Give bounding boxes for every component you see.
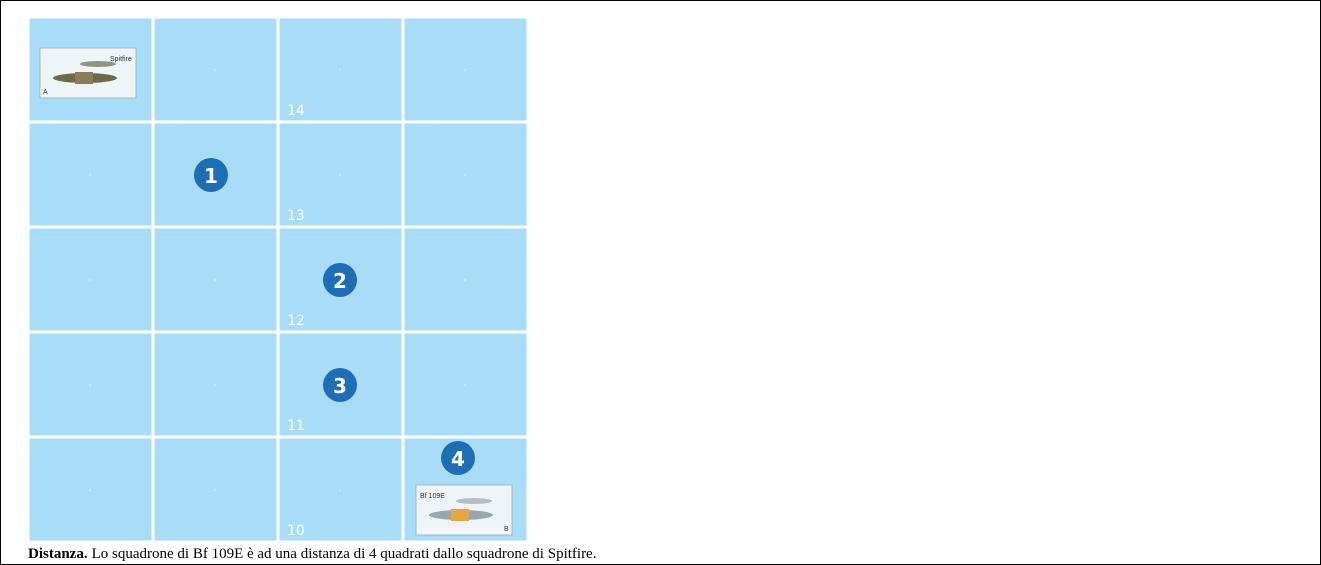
cell-dot	[214, 489, 216, 491]
cell-dot	[89, 174, 91, 176]
row-label: 12	[287, 313, 305, 329]
caption-text: Lo squadrone di Bf 109E è ad una distanz…	[91, 546, 597, 562]
caption: Distanza. Lo squadrone di Bf 109E è ad un…	[28, 546, 596, 563]
cell-dot	[89, 279, 91, 281]
counter-letter: B	[504, 526, 509, 533]
counter-letter: A	[43, 89, 48, 96]
row-label: 11	[287, 418, 305, 434]
row-label: 10	[287, 523, 305, 539]
cell-dot	[339, 69, 341, 71]
plane-second	[80, 61, 116, 67]
cell-dot	[339, 489, 341, 491]
cell-dot	[89, 384, 91, 386]
cell-dot	[464, 174, 466, 176]
cell-dot	[464, 69, 466, 71]
step-number: 2	[333, 269, 347, 293]
cell-dot	[464, 384, 466, 386]
step-number: 4	[451, 447, 465, 471]
cell-dot	[214, 384, 216, 386]
cell-dot	[89, 489, 91, 491]
step-marker	[323, 368, 357, 402]
caption-lead: Distanza.	[28, 546, 88, 562]
step-marker	[194, 158, 228, 192]
step-marker	[323, 263, 357, 297]
cell-dot	[339, 174, 341, 176]
cell-dot	[214, 279, 216, 281]
plane-second	[456, 498, 492, 504]
step-marker	[441, 441, 475, 475]
step-number: 1	[204, 164, 218, 188]
counter-name: Spitfire	[110, 56, 132, 63]
counter-name: Bf 109E	[420, 493, 445, 500]
plane-wing	[451, 509, 469, 521]
plane-wing	[75, 72, 93, 84]
cell-dot	[214, 69, 216, 71]
cell-dot	[464, 279, 466, 281]
step-number: 3	[333, 374, 347, 398]
row-label: 13	[287, 208, 305, 224]
row-label: 14	[287, 103, 305, 119]
